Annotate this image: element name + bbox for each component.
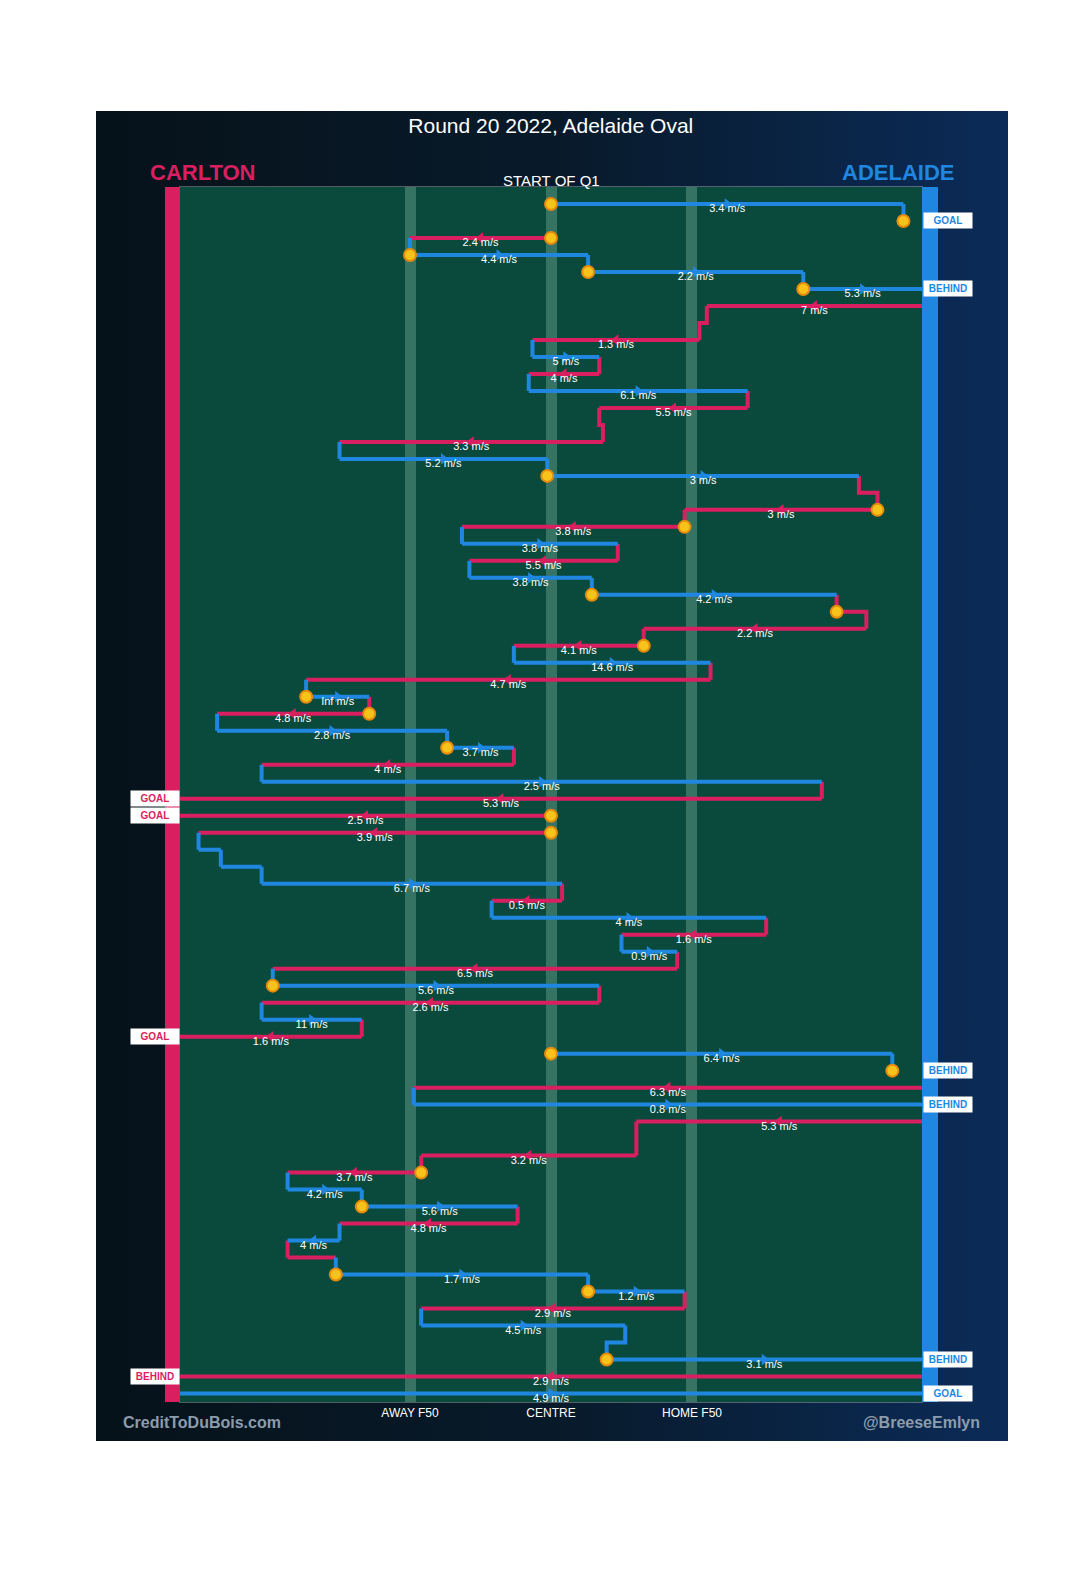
svg-text:2.5 m/s: 2.5 m/s <box>524 780 561 792</box>
svg-text:BEHIND: BEHIND <box>136 1371 174 1382</box>
svg-text:BEHIND: BEHIND <box>929 1065 967 1076</box>
svg-text:GOAL: GOAL <box>141 793 170 804</box>
svg-text:3.1 m/s: 3.1 m/s <box>746 1358 783 1370</box>
svg-text:2.2 m/s: 2.2 m/s <box>678 270 715 282</box>
svg-text:6.5 m/s: 6.5 m/s <box>457 967 494 979</box>
svg-text:CreditToDuBois.com: CreditToDuBois.com <box>123 1414 281 1431</box>
svg-text:0.8 m/s: 0.8 m/s <box>650 1103 687 1115</box>
svg-text:0.9 m/s: 0.9 m/s <box>631 950 668 962</box>
svg-text:4 m/s: 4 m/s <box>615 916 642 928</box>
svg-text:BEHIND: BEHIND <box>929 1099 967 1110</box>
svg-text:14.6 m/s: 14.6 m/s <box>591 661 634 673</box>
svg-text:5.5 m/s: 5.5 m/s <box>526 559 563 571</box>
svg-text:4.8 m/s: 4.8 m/s <box>411 1222 448 1234</box>
svg-text:AWAY F50: AWAY F50 <box>381 1406 439 1420</box>
svg-text:3.8 m/s: 3.8 m/s <box>522 542 559 554</box>
svg-text:4 m/s: 4 m/s <box>300 1239 327 1251</box>
svg-text:3.8 m/s: 3.8 m/s <box>513 576 550 588</box>
svg-text:Round 20 2022, Adelaide Oval: Round 20 2022, Adelaide Oval <box>408 114 693 137</box>
svg-text:4.4 m/s: 4.4 m/s <box>481 253 518 265</box>
svg-text:2.4 m/s: 2.4 m/s <box>462 236 499 248</box>
svg-text:GOAL: GOAL <box>934 215 963 226</box>
svg-text:5.5 m/s: 5.5 m/s <box>655 406 692 418</box>
svg-text:0.5 m/s: 0.5 m/s <box>509 899 546 911</box>
svg-text:4.5 m/s: 4.5 m/s <box>505 1324 542 1336</box>
svg-text:5.3 m/s: 5.3 m/s <box>845 287 882 299</box>
svg-text:BEHIND: BEHIND <box>929 283 967 294</box>
svg-text:2.9 m/s: 2.9 m/s <box>533 1375 570 1387</box>
svg-text:BEHIND: BEHIND <box>929 1354 967 1365</box>
svg-text:1.3 m/s: 1.3 m/s <box>598 338 635 350</box>
svg-text:CARLTON: CARLTON <box>150 160 256 185</box>
svg-text:1.2 m/s: 1.2 m/s <box>618 1290 655 1302</box>
svg-text:3.9 m/s: 3.9 m/s <box>357 831 394 843</box>
svg-text:ADELAIDE: ADELAIDE <box>842 160 954 185</box>
svg-text:4.2 m/s: 4.2 m/s <box>696 593 733 605</box>
svg-text:5.6 m/s: 5.6 m/s <box>418 984 455 996</box>
svg-text:2.2 m/s: 2.2 m/s <box>737 627 774 639</box>
svg-text:2.9 m/s: 2.9 m/s <box>535 1307 572 1319</box>
svg-text:5.3 m/s: 5.3 m/s <box>761 1120 798 1132</box>
svg-text:2.5 m/s: 2.5 m/s <box>347 814 384 826</box>
svg-text:3 m/s: 3 m/s <box>690 474 717 486</box>
svg-text:5.6 m/s: 5.6 m/s <box>422 1205 459 1217</box>
svg-text:6.4 m/s: 6.4 m/s <box>704 1052 741 1064</box>
svg-text:5 m/s: 5 m/s <box>552 355 579 367</box>
svg-text:Inf m/s: Inf m/s <box>321 695 355 707</box>
svg-text:3.2 m/s: 3.2 m/s <box>511 1154 548 1166</box>
svg-text:GOAL: GOAL <box>141 1031 170 1042</box>
svg-text:2.8 m/s: 2.8 m/s <box>314 729 351 741</box>
svg-text:1.6 m/s: 1.6 m/s <box>676 933 713 945</box>
svg-text:1.7 m/s: 1.7 m/s <box>444 1273 481 1285</box>
svg-text:5.2 m/s: 5.2 m/s <box>425 457 462 469</box>
svg-text:3.4 m/s: 3.4 m/s <box>709 202 746 214</box>
svg-text:4.8 m/s: 4.8 m/s <box>275 712 312 724</box>
svg-text:6.1 m/s: 6.1 m/s <box>620 389 657 401</box>
svg-text:4.9 m/s: 4.9 m/s <box>533 1392 570 1404</box>
svg-text:1.6 m/s: 1.6 m/s <box>253 1035 290 1047</box>
svg-text:4.1 m/s: 4.1 m/s <box>561 644 598 656</box>
svg-text:3.8 m/s: 3.8 m/s <box>555 525 592 537</box>
svg-text:5.3 m/s: 5.3 m/s <box>483 797 520 809</box>
svg-text:GOAL: GOAL <box>934 1388 963 1399</box>
svg-text:@BreeseEmlyn: @BreeseEmlyn <box>863 1414 980 1431</box>
svg-text:6.3 m/s: 6.3 m/s <box>650 1086 687 1098</box>
svg-text:START OF Q1: START OF Q1 <box>503 172 600 189</box>
svg-text:7 m/s: 7 m/s <box>801 304 828 316</box>
svg-text:HOME F50: HOME F50 <box>662 1406 722 1420</box>
svg-text:6.7 m/s: 6.7 m/s <box>394 882 431 894</box>
svg-text:4.7 m/s: 4.7 m/s <box>490 678 527 690</box>
svg-text:3.7 m/s: 3.7 m/s <box>462 746 499 758</box>
svg-text:4.2 m/s: 4.2 m/s <box>307 1188 344 1200</box>
svg-text:3 m/s: 3 m/s <box>768 508 795 520</box>
svg-text:GOAL: GOAL <box>141 810 170 821</box>
svg-text:3.3 m/s: 3.3 m/s <box>453 440 490 452</box>
svg-text:2.6 m/s: 2.6 m/s <box>412 1001 449 1013</box>
svg-text:3.7 m/s: 3.7 m/s <box>336 1171 373 1183</box>
svg-text:CENTRE: CENTRE <box>526 1406 575 1420</box>
svg-text:11 m/s: 11 m/s <box>296 1018 329 1030</box>
svg-text:4 m/s: 4 m/s <box>374 763 401 775</box>
svg-text:4 m/s: 4 m/s <box>551 372 578 384</box>
